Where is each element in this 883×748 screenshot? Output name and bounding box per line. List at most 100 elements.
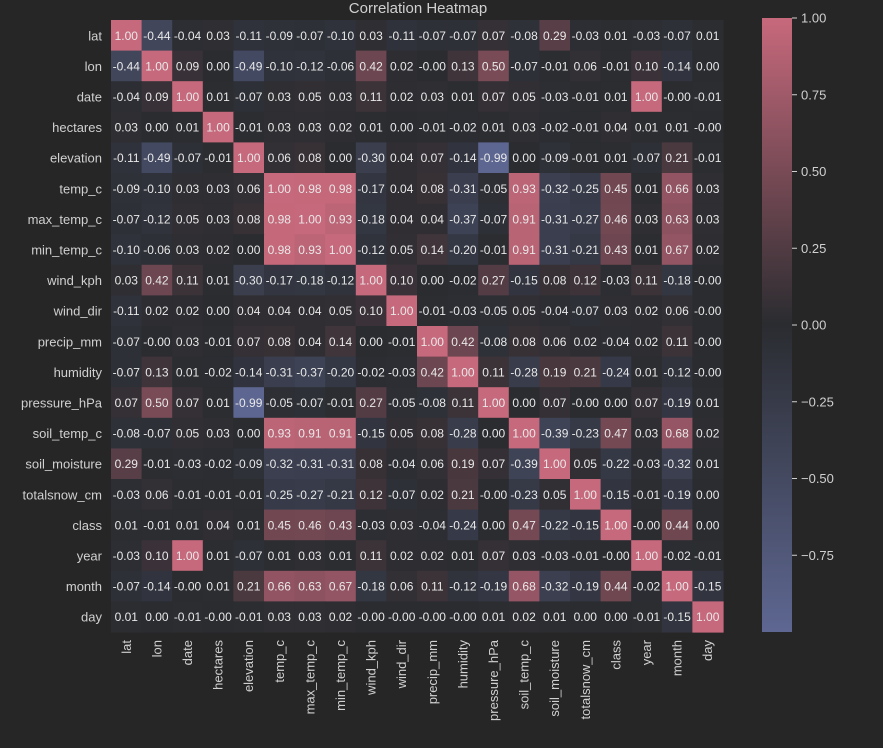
heatmap-cell-rect bbox=[202, 448, 234, 480]
heatmap-cell: -0.00 bbox=[692, 356, 724, 388]
heatmap-cell-label: 0.00 bbox=[329, 151, 353, 165]
heatmap-cell-label: 0.01 bbox=[359, 121, 383, 135]
heatmap-cell: 1.00 bbox=[631, 540, 663, 572]
heatmap-cell-rect bbox=[447, 173, 479, 205]
heatmap-cell: 0.00 bbox=[478, 509, 510, 541]
heatmap-cell-label: 0.07 bbox=[237, 335, 261, 349]
heatmap-cell: 0.03 bbox=[202, 203, 234, 235]
heatmap-cell: 0.68 bbox=[508, 570, 540, 602]
heatmap-cell: 0.02 bbox=[570, 326, 602, 358]
heatmap-cell-rect bbox=[325, 142, 357, 174]
heatmap-cell: 0.02 bbox=[325, 601, 357, 633]
heatmap-cell: -0.32 bbox=[539, 570, 571, 602]
heatmap-cell: -0.07 bbox=[172, 142, 204, 174]
heatmap-cell-label: 0.02 bbox=[390, 549, 414, 563]
heatmap-cell: -0.39 bbox=[508, 448, 540, 480]
heatmap-cell-rect bbox=[600, 540, 632, 572]
heatmap-cell-label: 0.03 bbox=[206, 427, 230, 441]
heatmap-cell-label: 0.03 bbox=[359, 29, 383, 43]
heatmap-cell: -0.00 bbox=[386, 601, 418, 633]
heatmap-cell-label: 0.01 bbox=[176, 121, 200, 135]
heatmap-cell-label: 0.14 bbox=[421, 243, 445, 257]
heatmap-cell-label: -0.14 bbox=[143, 580, 171, 594]
heatmap-cell-label: -0.30 bbox=[357, 151, 385, 165]
heatmap-cell-label: 0.01 bbox=[482, 121, 506, 135]
heatmap-cell: 0.01 bbox=[661, 111, 693, 143]
heatmap-cell-label: 1.00 bbox=[421, 335, 445, 349]
heatmap-cell-label: 0.08 bbox=[421, 427, 445, 441]
heatmap-cell-label: 0.27 bbox=[482, 274, 506, 288]
heatmap-cell: 0.42 bbox=[355, 50, 387, 82]
heatmap-cell-rect bbox=[600, 142, 632, 174]
heatmap-cell-label: 0.02 bbox=[176, 304, 200, 318]
heatmap-cell-label: 0.01 bbox=[451, 549, 475, 563]
heatmap-cell: -0.01 bbox=[570, 111, 602, 143]
heatmap-cell-rect bbox=[233, 81, 265, 113]
heatmap-cell: 0.03 bbox=[264, 111, 296, 143]
heatmap-cell-rect bbox=[172, 570, 204, 602]
heatmap-cell-rect bbox=[233, 601, 265, 633]
heatmap-cell: -0.00 bbox=[692, 264, 724, 296]
heatmap-cell-label: -0.07 bbox=[510, 59, 538, 73]
heatmap-cell-label: -0.01 bbox=[143, 457, 171, 471]
heatmap-cell-label: -0.07 bbox=[174, 151, 202, 165]
heatmap-cell: -0.19 bbox=[661, 479, 693, 511]
heatmap-cell-rect bbox=[386, 50, 418, 82]
heatmap-cell-rect bbox=[264, 173, 296, 205]
heatmap-cell: 0.42 bbox=[141, 264, 173, 296]
heatmap-cell-label: 0.07 bbox=[482, 90, 506, 104]
row-label: day bbox=[81, 610, 102, 625]
heatmap-cell-rect bbox=[417, 173, 449, 205]
heatmap-cell-rect bbox=[202, 417, 234, 449]
heatmap-cell-rect bbox=[447, 387, 479, 419]
heatmap-cell: -0.18 bbox=[355, 203, 387, 235]
heatmap-cell-rect bbox=[417, 203, 449, 235]
heatmap-cell-label: 0.46 bbox=[298, 518, 322, 532]
heatmap-cell: 0.01 bbox=[631, 356, 663, 388]
heatmap-cell: -0.00 bbox=[417, 601, 449, 633]
heatmap-cell-rect bbox=[172, 540, 204, 572]
heatmap-cell-label: 0.19 bbox=[543, 365, 567, 379]
heatmap-cell-label: 0.07 bbox=[482, 457, 506, 471]
heatmap-cell-rect bbox=[111, 326, 143, 358]
heatmap-cell: 0.29 bbox=[539, 20, 571, 52]
heatmap-cell-label: 0.00 bbox=[145, 610, 169, 624]
heatmap-cell-rect bbox=[631, 601, 663, 633]
heatmap-cell-rect bbox=[111, 111, 143, 143]
heatmap-cell-label: -0.31 bbox=[296, 457, 324, 471]
heatmap-cell: 0.03 bbox=[631, 203, 663, 235]
heatmap-cell-rect bbox=[233, 326, 265, 358]
heatmap-cell-rect bbox=[417, 509, 449, 541]
heatmap-cell-rect bbox=[355, 570, 387, 602]
heatmap-cell-label: 0.42 bbox=[359, 59, 383, 73]
heatmap-cell-label: 1.00 bbox=[696, 610, 720, 624]
heatmap-cell-rect bbox=[447, 142, 479, 174]
heatmap-cell-label: -0.12 bbox=[449, 580, 477, 594]
heatmap-cell: 1.00 bbox=[355, 264, 387, 296]
heatmap-cell-label: 0.66 bbox=[665, 182, 689, 196]
heatmap-cell: -0.04 bbox=[172, 20, 204, 52]
heatmap-cell-label: -0.27 bbox=[296, 488, 324, 502]
heatmap-cell: 1.00 bbox=[325, 234, 357, 266]
heatmap-cell-label: 1.00 bbox=[512, 427, 536, 441]
heatmap-cell: 0.06 bbox=[264, 142, 296, 174]
heatmap-cell-label: 0.43 bbox=[604, 243, 628, 257]
heatmap-cell: 0.01 bbox=[631, 111, 663, 143]
heatmap-cell-label: 0.04 bbox=[298, 335, 322, 349]
heatmap-cell-label: -0.18 bbox=[357, 580, 385, 594]
heatmap-cell-rect bbox=[111, 387, 143, 419]
heatmap-cell-rect bbox=[264, 264, 296, 296]
row-label: wind_kph bbox=[46, 273, 102, 288]
heatmap-cell-rect bbox=[172, 234, 204, 266]
heatmap-cell: 0.04 bbox=[386, 142, 418, 174]
heatmap-cell-rect bbox=[417, 142, 449, 174]
heatmap-cell-label: 1.00 bbox=[359, 274, 383, 288]
heatmap-cell-label: 0.07 bbox=[635, 396, 659, 410]
heatmap-cell-rect bbox=[692, 448, 724, 480]
heatmap-cell-label: -0.06 bbox=[327, 59, 355, 73]
heatmap-cell: 0.44 bbox=[661, 509, 693, 541]
heatmap-cell-rect bbox=[570, 264, 602, 296]
heatmap-cell: 0.02 bbox=[631, 295, 663, 327]
heatmap-cell-label: 0.03 bbox=[115, 274, 139, 288]
heatmap-cell-label: -0.32 bbox=[266, 457, 294, 471]
